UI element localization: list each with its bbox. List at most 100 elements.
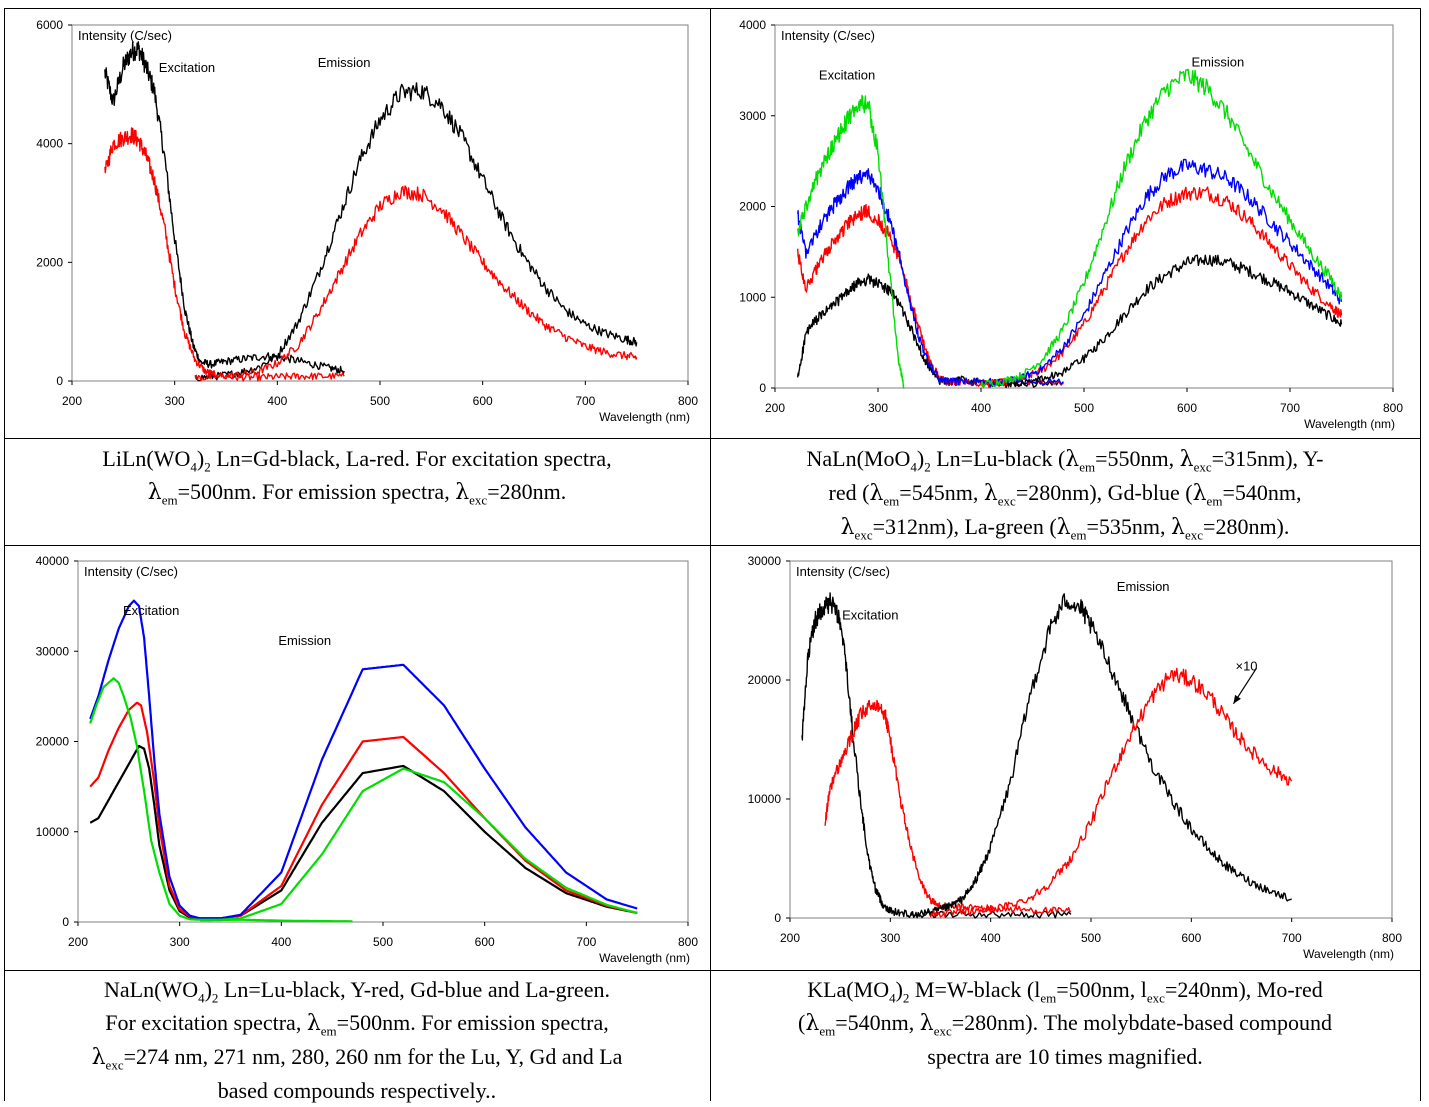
annotation: Excitation [842, 607, 898, 622]
y-axis-label: Intensity (C/sec) [796, 564, 890, 579]
x-tick-label: 300 [868, 401, 888, 415]
y-tick-label: 0 [774, 911, 781, 925]
y-tick-label: 0 [62, 915, 69, 929]
x-tick-label: 800 [678, 935, 698, 949]
x-tick-label: 700 [576, 935, 596, 949]
series-line-black [797, 273, 1064, 388]
chart-2: 200 300 400 500 600 700 800 0 10000 20000 30000 400… [36, 554, 699, 965]
chart-0: 200 300 400 500 600 700 800 0 2000 4000 6000 Intens… [36, 18, 698, 424]
annotation: Emission [318, 55, 371, 70]
y-axis-label: Intensity (C/sec) [84, 564, 178, 579]
y-tick-label: 2000 [739, 200, 766, 214]
caption-line: λexc=312nm), La-green (λem=535nm, λexc=2… [840, 514, 1290, 543]
frame-left [4, 8, 5, 1101]
x-tick-label: 500 [1081, 931, 1101, 945]
y-tick-label: 4000 [739, 18, 766, 32]
arrow-head [1233, 694, 1241, 704]
x-tick-label: 500 [1074, 401, 1094, 415]
y-tick-label: 20000 [36, 735, 70, 749]
x-tick-label: 700 [575, 394, 595, 408]
annotation: Excitation [123, 603, 179, 618]
caption-naln-moo4: NaLn(MoO4)2 Ln=Lu-black (λem=550nm, λexc… [712, 442, 1418, 544]
x-axis-label: Wavelength (nm) [1303, 947, 1394, 961]
series-line-black [801, 592, 1072, 919]
y-tick-label: 30000 [36, 644, 70, 658]
x-tick-label: 300 [170, 935, 190, 949]
x-tick-label: 400 [271, 935, 291, 949]
caption-kla-mo4: KLa(MO4)2 M=W-black (lem=500nm, lexc=240… [712, 973, 1418, 1073]
y-axis-label: Intensity (C/sec) [781, 28, 875, 43]
y-tick-label: 10000 [36, 825, 70, 839]
x-axis-label: Wavelength (nm) [1304, 417, 1395, 431]
y-tick-label: 20000 [748, 673, 782, 687]
y-tick-label: 30000 [748, 554, 782, 568]
x-tick-label: 200 [765, 401, 785, 415]
x-tick-label: 600 [1181, 931, 1201, 945]
x-tick-label: 800 [1382, 931, 1402, 945]
chart-1: 200 300 400 500 600 700 800 0 1000 2000 3000 4000 In… [739, 18, 1403, 431]
series-line-black [980, 254, 1343, 389]
y-tick-label: 0 [56, 374, 63, 388]
caption-line: NaLn(MoO4)2 Ln=Lu-black (λem=550nm, λexc… [806, 446, 1324, 475]
series-line-blue [797, 168, 1064, 387]
caption-line: LiLn(WO4)2 Ln=Gd-black, La-red. For exci… [102, 446, 612, 475]
series-line-green [89, 677, 638, 921]
annotation: Excitation [819, 67, 875, 82]
series-line-red [104, 127, 345, 382]
caption-line: spectra are 10 times magnified. [927, 1044, 1203, 1069]
series-line-black [909, 593, 1292, 919]
x-tick-label: 500 [370, 394, 390, 408]
y-tick-label: 6000 [36, 18, 63, 32]
series-line-blue [980, 158, 1343, 388]
caption-naln-wo4: NaLn(WO4)2 Ln=Lu-black, Y-red, Gd-blue a… [6, 973, 708, 1107]
series-line-green [200, 918, 353, 923]
series-line-black [104, 41, 345, 375]
caption-line: NaLn(WO4)2 Ln=Lu-black, Y-red, Gd-blue a… [104, 977, 610, 1006]
caption-liln-wo4: LiLn(WO4)2 Ln=Gd-black, La-red. For exci… [6, 442, 708, 509]
caption-line: λexc=274 nm, 271 nm, 280, 260 nm for the… [91, 1044, 623, 1073]
x-tick-label: 600 [1177, 401, 1197, 415]
y-tick-label: 1000 [739, 290, 766, 304]
frame-divider-vertical [710, 8, 711, 1101]
caption-line: For excitation spectra, λem=500nm. For e… [105, 1010, 609, 1039]
x-tick-label: 800 [1383, 401, 1403, 415]
y-axis-label: Intensity (C/sec) [78, 28, 172, 43]
x-axis-label: Wavelength (nm) [599, 951, 690, 965]
y-tick-label: 10000 [748, 792, 782, 806]
annotation: Emission [1192, 55, 1245, 70]
caption-line: KLa(MO4)2 M=W-black (lem=500nm, lexc=240… [807, 977, 1323, 1006]
frame-right [1420, 8, 1421, 1101]
frame-row-divider [4, 545, 1421, 546]
series-line-red [929, 667, 1293, 918]
series-line-green [980, 68, 1343, 388]
x-tick-label: 300 [165, 394, 185, 408]
series-line-red [797, 203, 1064, 387]
x-axis-label: Wavelength (nm) [599, 410, 690, 424]
y-tick-label: 2000 [36, 255, 63, 269]
x-tick-label: 800 [678, 394, 698, 408]
x-tick-label: 300 [880, 931, 900, 945]
y-tick-label: 0 [759, 381, 766, 395]
chart-3: 200 300 400 500 600 700 800 0 10000 20000 30000 Int… [748, 554, 1403, 961]
x-tick-label: 700 [1280, 401, 1300, 415]
x-tick-label: 600 [473, 394, 493, 408]
y-tick-label: 3000 [739, 109, 766, 123]
caption-line: based compounds respectively.. [217, 1078, 497, 1103]
series-line-black [194, 82, 638, 382]
x-tick-label: 200 [68, 935, 88, 949]
x-tick-label: 600 [475, 935, 495, 949]
caption-line: red (λem=545nm, λexc=280nm), Gd-blue (λe… [828, 480, 1302, 509]
x-tick-label: 200 [780, 931, 800, 945]
annotation: Excitation [159, 60, 215, 75]
series-line-red [824, 699, 1072, 915]
caption-line: λem=500nm. For emission spectra, λexc=28… [147, 479, 567, 508]
series-line-green [797, 94, 905, 389]
x-tick-label: 400 [267, 394, 287, 408]
annotation: ×10 [1235, 658, 1257, 673]
series-line-blue [89, 599, 638, 920]
annotation: Emission [1117, 579, 1170, 594]
x-tick-label: 700 [1282, 931, 1302, 945]
x-tick-label: 500 [373, 935, 393, 949]
caption-line: (λem=540nm, λexc=280nm). The molybdate-b… [798, 1010, 1332, 1039]
